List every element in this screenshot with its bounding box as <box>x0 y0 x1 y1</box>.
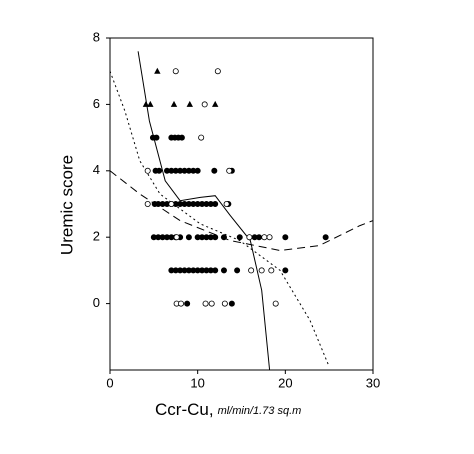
point-triangle <box>186 100 193 107</box>
point-filled <box>322 234 329 241</box>
point-filled <box>282 267 289 274</box>
point-triangle <box>142 100 150 107</box>
point-filled <box>184 300 191 307</box>
point-open <box>214 68 221 75</box>
point-open <box>202 300 209 307</box>
plot-frame <box>109 37 374 371</box>
point-open <box>201 101 208 108</box>
y-tick-label: 2 <box>93 229 100 244</box>
point-open <box>144 200 151 207</box>
point-open <box>168 200 175 207</box>
point-filled <box>211 167 218 174</box>
point-filled <box>153 134 160 141</box>
point-filled <box>228 300 235 307</box>
point-filled <box>194 167 201 174</box>
x-tick-label: 0 <box>106 375 113 390</box>
x-axis-label: Ccr-Cu, ml/min/1.73 sq.m <box>155 400 301 419</box>
y-tick-label: 6 <box>93 96 100 111</box>
x-tick-label: 30 <box>366 375 380 390</box>
curves <box>110 51 373 370</box>
point-triangle <box>170 100 178 107</box>
x-axis-title: Ccr-Cu, <box>155 400 214 419</box>
point-open <box>268 267 275 274</box>
point-filled <box>212 200 219 207</box>
point-open <box>178 300 185 307</box>
point-filled <box>212 267 219 274</box>
y-axis-label: Uremic score <box>57 155 76 255</box>
point-filled <box>220 234 227 241</box>
point-filled <box>282 234 289 241</box>
point-triangle <box>154 67 161 74</box>
x-tick-label: 20 <box>278 375 292 390</box>
point-open <box>208 300 215 307</box>
point-open <box>258 267 265 274</box>
point-open <box>248 267 255 274</box>
point-open <box>172 68 179 75</box>
point-filled <box>178 134 185 141</box>
fit-curve <box>110 71 330 367</box>
point-open <box>221 300 228 307</box>
point-triangle <box>212 100 219 107</box>
point-filled <box>236 234 243 241</box>
point-filled <box>185 234 192 241</box>
point-filled <box>156 167 163 174</box>
point-open <box>272 300 279 307</box>
y-tick-label: 8 <box>93 29 100 44</box>
point-open <box>226 167 233 174</box>
point-open <box>173 234 180 241</box>
y-tick-label: 4 <box>93 162 100 177</box>
x-tick-label: 10 <box>190 375 204 390</box>
x-axis-units: ml/min/1.73 sq.m <box>218 405 302 417</box>
fit-curve <box>110 170 373 252</box>
point-open <box>144 167 151 174</box>
point-triangle <box>147 100 154 107</box>
point-open <box>266 234 273 241</box>
point-open <box>223 200 230 207</box>
y-tick-label: 0 <box>93 295 100 310</box>
point-filled <box>220 267 227 274</box>
point-filled <box>256 234 263 241</box>
point-open <box>261 234 268 241</box>
fit-curve <box>137 51 271 370</box>
point-filled <box>212 234 219 241</box>
point-open <box>246 234 253 241</box>
point-filled <box>234 267 241 274</box>
point-open <box>198 134 205 141</box>
